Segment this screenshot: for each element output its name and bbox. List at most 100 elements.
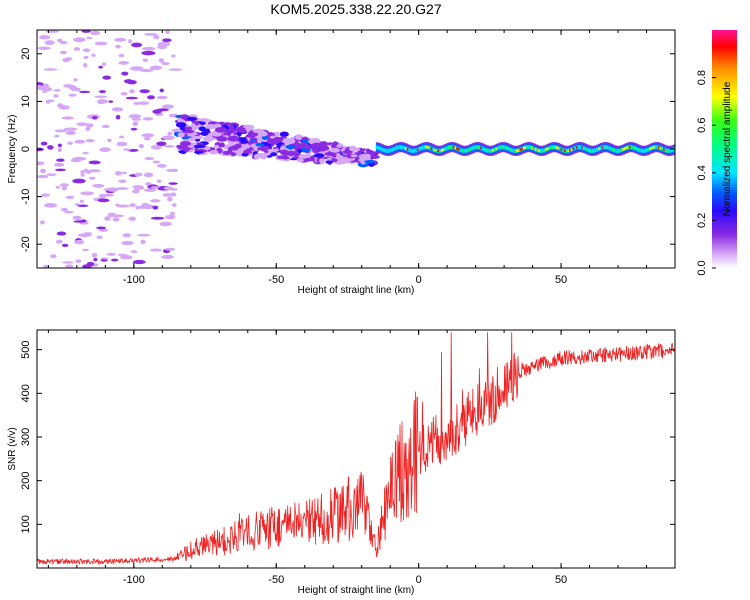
noise-blob: [40, 168, 47, 174]
signal-line-core: [611, 147, 615, 152]
noise-blob: [85, 126, 91, 132]
signal-line-core: [604, 145, 608, 150]
noise-blob: [120, 92, 128, 96]
signal-line-core: [551, 145, 555, 150]
noise-blob: [73, 47, 81, 51]
signal-blob: [205, 128, 210, 132]
noise-blob: [61, 186, 67, 191]
signal-line-core: [432, 147, 436, 152]
signal-line-core: [449, 145, 453, 150]
noise-blob: [102, 75, 112, 80]
noise-blob: [72, 178, 86, 184]
noise-blob: [137, 233, 151, 237]
signal-blob: [177, 144, 186, 150]
noise-blob: [166, 168, 176, 173]
snr-ylabel: SNR (v/v): [7, 427, 18, 470]
noise-blob: [85, 138, 95, 143]
noise-blob: [54, 134, 60, 138]
colorbar-label: Normalized spectral amplitude: [722, 81, 733, 216]
spectrogram-xtick-label: 0: [416, 274, 422, 286]
signal-line-core: [410, 148, 414, 153]
signal-blob: [211, 131, 223, 137]
spectrogram-ytick-label: -10: [20, 189, 32, 205]
signal-line-core: [603, 145, 607, 150]
signal-line-core: [664, 148, 668, 153]
signal-line-core: [498, 145, 502, 150]
signal-line-core: [579, 145, 583, 150]
noise-blob: [149, 248, 163, 252]
signal-blob: [171, 128, 183, 133]
signal-blob: [276, 155, 285, 159]
noise-blob: [58, 105, 70, 110]
noise-blob: [80, 172, 85, 177]
noise-blob: [98, 90, 107, 94]
signal-line-core: [529, 145, 533, 150]
signal-line-core: [640, 148, 644, 153]
noise-blob: [59, 183, 69, 187]
signal-blob: [227, 135, 240, 142]
noise-blob: [41, 88, 48, 94]
noise-blob: [149, 199, 161, 203]
signal-line-core: [645, 148, 649, 153]
noise-blob: [121, 240, 134, 246]
noise-blob: [153, 35, 160, 40]
signal-line-core: [594, 148, 598, 153]
signal-line-core: [669, 148, 673, 153]
signal-line-core: [396, 145, 400, 150]
noise-blob: [83, 55, 89, 60]
noise-blob: [53, 89, 61, 92]
signal-blob: [349, 145, 357, 152]
signal-blob: [310, 155, 315, 162]
snr-xlabel: Height of straight line (km): [298, 585, 415, 596]
noise-blob: [144, 157, 155, 161]
noise-blob: [161, 254, 175, 259]
signal-line-core: [379, 146, 383, 151]
signal-line-core: [377, 145, 381, 150]
signal-line-core: [483, 147, 487, 152]
noise-blob: [115, 187, 129, 190]
noise-blob: [167, 196, 173, 202]
noise-blob: [156, 179, 162, 183]
signal-line-core: [500, 145, 504, 150]
noise-blob: [77, 233, 92, 238]
signal-blob: [209, 149, 219, 155]
signal-blob: [184, 126, 192, 131]
noise-blob: [140, 239, 146, 245]
signal-line-core: [490, 148, 494, 153]
noise-blob: [90, 30, 101, 36]
noise-blob: [142, 58, 149, 63]
noise-blob: [115, 171, 122, 176]
signal-line-core: [386, 148, 390, 153]
signal-blob: [203, 146, 211, 151]
signal-blob: [358, 153, 371, 160]
noise-blob: [50, 254, 57, 259]
noise-blob: [111, 258, 119, 262]
noise-blob: [61, 243, 69, 248]
signal-line-core: [656, 145, 660, 150]
noise-blob: [63, 127, 78, 131]
signal-line-core: [435, 148, 439, 153]
noise-blob: [130, 250, 138, 254]
noise-blob: [83, 168, 89, 173]
signal-line-core: [512, 148, 516, 153]
signal-line-core: [574, 146, 578, 151]
signal-blob: [198, 118, 209, 122]
noise-blob: [129, 89, 135, 94]
noise-blob: [143, 188, 157, 192]
noise-blob: [61, 116, 74, 120]
colorbar-tick-label: 0.2: [696, 213, 708, 228]
noise-blob: [139, 89, 150, 94]
noise-blob: [60, 207, 68, 212]
colorbar: 0.0 0.2 0.4 0.6 0.8 Normalized spectral ampl…: [696, 30, 737, 276]
noise-blob: [54, 162, 65, 167]
noise-blob: [40, 141, 48, 146]
noise-blob: [101, 62, 107, 66]
noise-blob: [159, 221, 173, 227]
noise-blob: [67, 85, 77, 90]
signal-line-core: [514, 148, 518, 153]
noise-blob: [55, 239, 63, 244]
noise-blob: [129, 203, 136, 208]
signal-line-core: [539, 148, 543, 153]
signal-blob: [228, 124, 235, 131]
snr-ytick-label: 300: [20, 428, 32, 446]
